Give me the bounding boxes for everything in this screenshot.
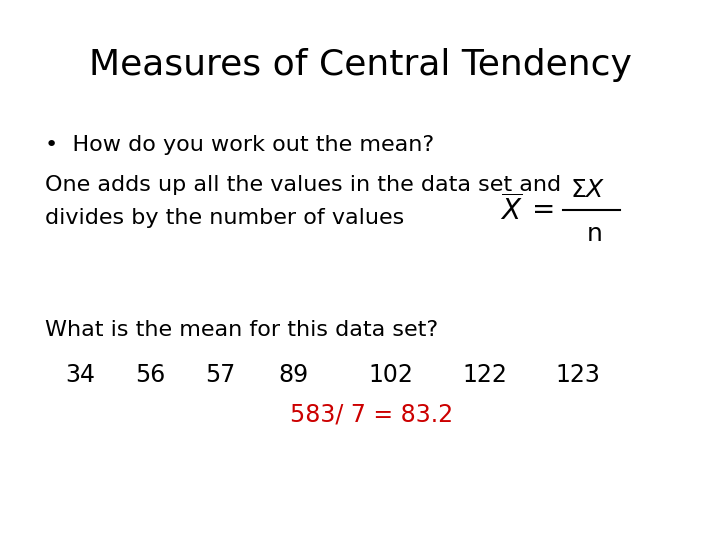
- Text: 123: 123: [555, 363, 600, 387]
- Text: 34: 34: [65, 363, 95, 387]
- Text: n: n: [587, 222, 603, 246]
- Text: •  How do you work out the mean?: • How do you work out the mean?: [45, 135, 434, 155]
- Text: $\overline{X}$: $\overline{X}$: [500, 194, 523, 226]
- Text: $\Sigma X$: $\Sigma X$: [570, 178, 606, 202]
- Text: divides by the number of values: divides by the number of values: [45, 208, 404, 228]
- Text: 583/ 7 = 83.2: 583/ 7 = 83.2: [290, 403, 453, 427]
- Text: 102: 102: [368, 363, 413, 387]
- Text: 56: 56: [135, 363, 166, 387]
- Text: One adds up all the values in the data set and: One adds up all the values in the data s…: [45, 175, 561, 195]
- Text: 57: 57: [205, 363, 235, 387]
- Text: 122: 122: [462, 363, 507, 387]
- Text: 89: 89: [278, 363, 308, 387]
- Text: Measures of Central Tendency: Measures of Central Tendency: [89, 48, 631, 82]
- Text: =: =: [532, 196, 555, 224]
- Text: What is the mean for this data set?: What is the mean for this data set?: [45, 320, 438, 340]
